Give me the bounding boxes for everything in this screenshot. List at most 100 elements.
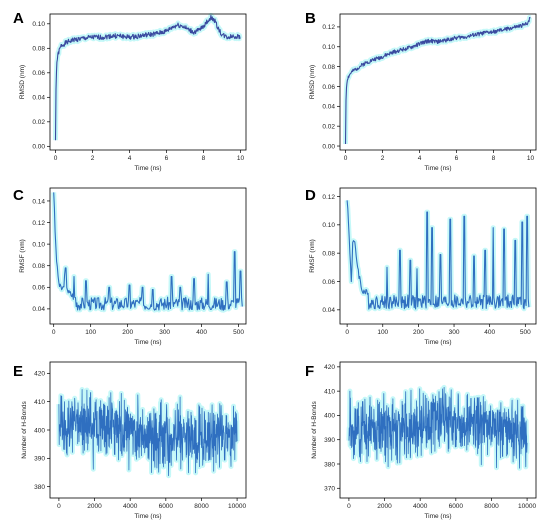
panel-letter-e: E — [13, 363, 23, 380]
x-tick-label-c: 200 — [122, 329, 133, 336]
y-tick-label-f: 400 — [324, 413, 335, 420]
data-series-b — [344, 16, 531, 145]
x-tick-label-e: 0 — [57, 503, 61, 510]
x-tick-label-b: 10 — [527, 155, 535, 162]
y-tick-label-e: 420 — [34, 371, 45, 378]
panel-letter-a: A — [13, 10, 24, 27]
data-series-e — [58, 389, 238, 477]
y-axis-label-e: Number of H-Bonds — [21, 401, 28, 459]
axes-frame-b — [339, 13, 537, 151]
series-halo-d — [344, 200, 532, 312]
panel-letter-f: F — [305, 363, 314, 380]
x-tick-label-e: 6000 — [159, 503, 174, 510]
panel-f: F 0 2000 4000 6000 8000 10000 370 380 390 400 410 42… — [305, 361, 537, 520]
y-tick-label-a: 0.04 — [32, 95, 45, 102]
y-tick-label-b: 0.00 — [322, 143, 335, 150]
y-tick-label-f: 420 — [324, 364, 335, 371]
y-tick-label-d: 0.08 — [322, 250, 335, 257]
y-tick-label-c: 0.10 — [32, 241, 45, 248]
x-tick-label-d: 500 — [520, 329, 531, 336]
y-axis-label-c: RMSF (nm) — [19, 239, 26, 273]
y-axis-label-b: RMSD (nm) — [309, 65, 316, 99]
x-tick-label-b: 8 — [492, 155, 496, 162]
y-tick-label-f: 380 — [324, 461, 335, 468]
panel-letter-b: B — [305, 10, 316, 27]
series-halo-b — [343, 15, 533, 145]
x-tick-label-d: 400 — [484, 329, 495, 336]
x-tick-label-c: 0 — [52, 329, 56, 336]
x-tick-label-f: 6000 — [449, 503, 464, 510]
panel-letter-c: C — [13, 187, 24, 204]
panel-d: D 0 100 200 300 400 500 0.04 0.06 0.08 0.10 0.12 Tim… — [305, 187, 537, 346]
x-axis-label-e: Time (ns) — [134, 513, 161, 520]
y-tick-label-a: 0.08 — [32, 46, 45, 53]
axes-frame-d — [339, 187, 537, 325]
x-tick-label-b: 6 — [455, 155, 459, 162]
x-axis-label-d: Time (ns) — [424, 339, 451, 346]
x-tick-label-c: 300 — [159, 329, 170, 336]
y-tick-label-b: 0.10 — [322, 44, 335, 51]
y-axis-label-f: Number of H-Bonds — [311, 401, 318, 459]
y-tick-label-a: 0.00 — [32, 144, 45, 151]
y-tick-label-d: 0.12 — [322, 194, 335, 201]
x-tick-label-d: 100 — [377, 329, 388, 336]
x-tick-label-f: 4000 — [413, 503, 428, 510]
y-tick-label-f: 390 — [324, 437, 335, 444]
y-axis-label-a: RMSD (nm) — [19, 65, 26, 99]
series-halo-c — [51, 192, 245, 313]
x-tick-label-a: 2 — [91, 155, 95, 162]
x-tick-label-d: 300 — [449, 329, 460, 336]
x-axis-label-c: Time (ns) — [134, 339, 161, 346]
y-tick-label-b: 0.02 — [322, 123, 335, 130]
x-tick-label-e: 4000 — [123, 503, 138, 510]
x-tick-label-e: 10000 — [228, 503, 246, 510]
x-tick-label-f: 8000 — [484, 503, 499, 510]
panel-b: B 0 2 4 6 8 10 0.00 0.02 0.04 0.06 0.08 0.10 0.12 Time… — [305, 10, 537, 172]
panel-letter-d: D — [305, 187, 316, 204]
x-tick-label-c: 400 — [196, 329, 207, 336]
y-tick-label-a: 0.06 — [32, 70, 45, 77]
y-tick-label-d: 0.10 — [322, 222, 335, 229]
x-tick-label-e: 2000 — [87, 503, 102, 510]
data-series-f — [348, 386, 528, 469]
x-tick-label-a: 4 — [128, 155, 132, 162]
x-tick-label-a: 0 — [54, 155, 58, 162]
x-tick-label-e: 8000 — [194, 503, 209, 510]
y-tick-label-f: 410 — [324, 388, 335, 395]
y-tick-label-c: 0.12 — [32, 220, 45, 227]
data-series-c — [53, 192, 243, 311]
x-axis-label-b: Time (ns) — [424, 165, 451, 172]
y-tick-label-a: 0.02 — [32, 119, 45, 126]
y-tick-label-d: 0.06 — [322, 279, 335, 286]
y-tick-label-c: 0.08 — [32, 263, 45, 270]
x-tick-label-d: 0 — [345, 329, 349, 336]
x-tick-label-a: 8 — [202, 155, 206, 162]
x-tick-label-a: 6 — [165, 155, 169, 162]
y-tick-label-e: 410 — [34, 399, 45, 406]
data-series-d — [346, 200, 530, 310]
y-tick-label-a: 0.10 — [32, 21, 45, 28]
x-tick-label-b: 2 — [381, 155, 385, 162]
data-series-a — [54, 14, 241, 141]
x-tick-label-d: 200 — [413, 329, 424, 336]
x-tick-label-a: 10 — [237, 155, 245, 162]
x-tick-label-b: 0 — [344, 155, 348, 162]
axes-frame-a — [49, 13, 247, 151]
x-axis-label-f: Time (ns) — [424, 513, 451, 520]
axes-frame-f — [339, 361, 537, 499]
y-tick-label-c: 0.06 — [32, 285, 45, 292]
y-axis-label-d: RMSF (nm) — [309, 239, 316, 273]
axes-frame-c — [49, 187, 247, 325]
y-tick-label-f: 370 — [324, 486, 335, 493]
y-tick-label-b: 0.06 — [322, 84, 335, 91]
x-tick-label-f: 10000 — [518, 503, 536, 510]
y-tick-label-c: 0.14 — [32, 198, 45, 205]
x-axis-label-a: Time (ns) — [134, 165, 161, 172]
y-tick-label-e: 400 — [34, 427, 45, 434]
y-tick-label-d: 0.04 — [322, 307, 335, 314]
y-tick-label-b: 0.04 — [322, 104, 335, 111]
y-tick-label-e: 380 — [34, 484, 45, 491]
x-tick-label-f: 2000 — [377, 503, 392, 510]
x-tick-label-b: 4 — [418, 155, 422, 162]
